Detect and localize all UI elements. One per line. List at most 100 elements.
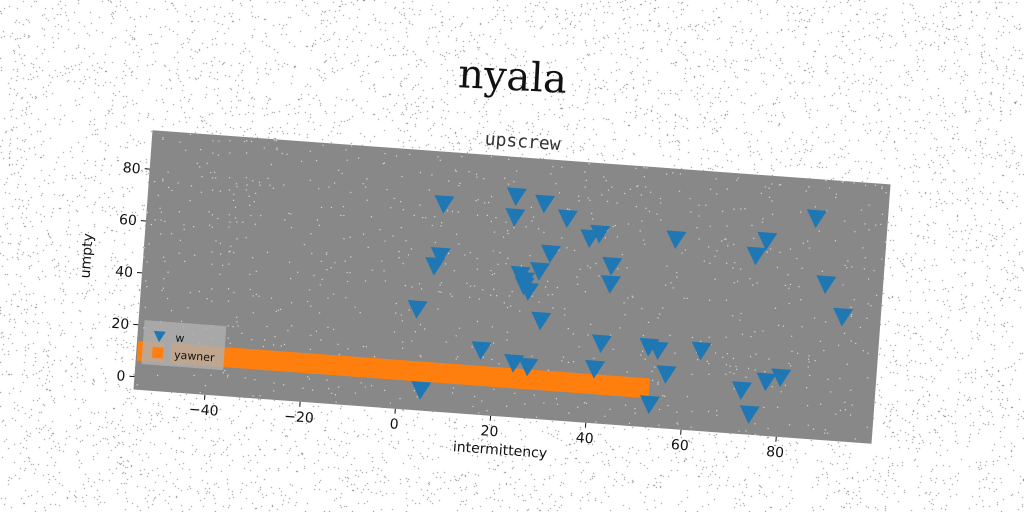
w-marker bbox=[756, 372, 777, 392]
plot-speckle bbox=[706, 360, 708, 362]
plot-speckle bbox=[564, 308, 566, 310]
plot-speckle bbox=[495, 216, 497, 219]
plot-speckle bbox=[637, 185, 639, 187]
plot-speckle bbox=[807, 240, 809, 242]
plot-speckle bbox=[885, 192, 887, 194]
plot-speckle bbox=[215, 177, 217, 179]
plot-speckle bbox=[851, 313, 853, 316]
plot-speckle bbox=[490, 195, 493, 198]
plot-speckle bbox=[562, 356, 565, 358]
plot-speckle bbox=[338, 353, 340, 356]
plot-speckle bbox=[787, 274, 789, 276]
plot-speckle bbox=[476, 214, 479, 216]
plot-speckle bbox=[270, 297, 273, 299]
plot-speckle bbox=[393, 197, 395, 200]
plot-speckle bbox=[232, 326, 234, 328]
plot-speckle bbox=[798, 286, 800, 288]
plot-speckle bbox=[778, 184, 781, 186]
plot-speckle bbox=[590, 323, 592, 326]
w-marker bbox=[691, 341, 712, 361]
yawner-marker bbox=[479, 365, 508, 388]
plot-speckle bbox=[233, 193, 235, 195]
plot-speckle bbox=[362, 345, 365, 348]
plot-speckle bbox=[598, 275, 600, 277]
plot-speckle bbox=[756, 282, 758, 284]
w-marker bbox=[591, 334, 612, 354]
plot-speckle bbox=[801, 267, 803, 270]
plot-speckle bbox=[370, 385, 373, 387]
plot-speckle bbox=[451, 210, 454, 213]
plot-speckle bbox=[252, 180, 254, 182]
plot-speckle bbox=[716, 193, 718, 195]
plot-speckle bbox=[520, 265, 523, 267]
plot-speckle bbox=[642, 334, 644, 337]
plot-speckle bbox=[585, 402, 587, 404]
plot-speckle bbox=[864, 184, 867, 186]
plot-speckle bbox=[639, 230, 641, 232]
plot-speckle bbox=[390, 207, 392, 209]
plot-speckle bbox=[698, 204, 700, 206]
plot-speckle bbox=[280, 345, 282, 347]
plot-speckle bbox=[287, 329, 289, 332]
plot-speckle bbox=[245, 237, 247, 239]
plot-speckle bbox=[211, 288, 213, 290]
plot-speckle bbox=[228, 263, 230, 265]
plot-speckle bbox=[662, 307, 664, 309]
plot-speckle bbox=[250, 214, 252, 217]
plot-speckle bbox=[808, 186, 810, 188]
plot-speckle bbox=[567, 208, 569, 210]
plot-speckle bbox=[725, 373, 727, 375]
plot-speckle bbox=[419, 354, 421, 357]
plot-speckle bbox=[751, 224, 753, 227]
plot-speckle bbox=[210, 374, 212, 376]
plot-speckle bbox=[807, 366, 809, 368]
plot-speckle bbox=[788, 424, 791, 426]
plot-speckle bbox=[507, 257, 509, 259]
plot-speckle bbox=[365, 345, 367, 348]
plot-speckle bbox=[413, 214, 415, 217]
plot-speckle bbox=[716, 250, 718, 252]
plot-speckle bbox=[178, 211, 180, 213]
plot-speckle bbox=[513, 227, 515, 229]
plot-speckle bbox=[208, 211, 210, 213]
plot-speckle bbox=[211, 300, 213, 302]
plot-speckle bbox=[885, 241, 887, 243]
plot-speckle bbox=[445, 341, 447, 343]
plot-speckle bbox=[308, 289, 311, 291]
plot-speckle bbox=[632, 296, 634, 298]
plot-speckle bbox=[330, 206, 333, 209]
plot-speckle bbox=[585, 179, 587, 182]
plot-speckle bbox=[364, 186, 367, 188]
plot-speckle bbox=[760, 192, 762, 195]
plot-speckle bbox=[249, 288, 251, 291]
plot-speckle bbox=[837, 344, 840, 346]
plot-speckle bbox=[428, 189, 431, 191]
plot-speckle bbox=[578, 200, 580, 202]
plot-speckle bbox=[634, 412, 636, 414]
plot-speckle bbox=[180, 320, 183, 322]
plot-speckle bbox=[266, 325, 268, 328]
yawner-marker bbox=[241, 348, 270, 371]
plot-speckle bbox=[383, 270, 385, 272]
plot-speckle bbox=[676, 422, 678, 424]
yawner-marker bbox=[217, 346, 246, 369]
plot-speckle bbox=[507, 232, 509, 235]
plot-speckle bbox=[281, 152, 283, 155]
plot-speckle bbox=[212, 140, 214, 142]
plot-speckle bbox=[827, 378, 829, 381]
plot-speckle bbox=[754, 423, 756, 425]
plot-speckle bbox=[588, 163, 590, 165]
plot-speckle bbox=[784, 284, 787, 286]
plot-speckle bbox=[192, 225, 195, 228]
plot-speckle bbox=[219, 273, 221, 275]
plot-speckle bbox=[691, 373, 693, 376]
plot-speckle bbox=[476, 320, 479, 323]
plot-speckle bbox=[448, 180, 450, 182]
plot-speckle bbox=[709, 225, 711, 227]
plot-speckle bbox=[187, 306, 189, 309]
y-axis-label: umpty bbox=[78, 233, 97, 279]
plot-speckle bbox=[666, 265, 668, 267]
plot-speckle bbox=[584, 186, 586, 188]
plot-speckle bbox=[880, 223, 882, 225]
plot-speckle bbox=[227, 374, 229, 376]
